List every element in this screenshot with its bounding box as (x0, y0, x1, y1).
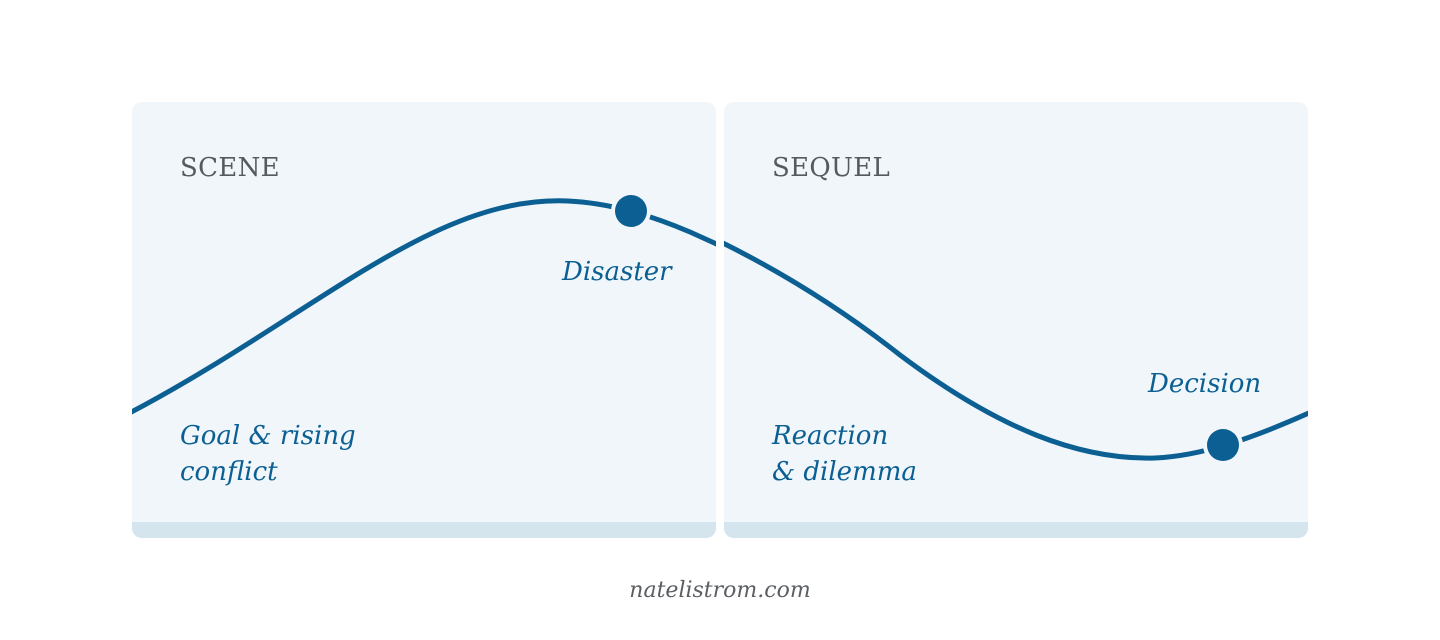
reaction-label-line1: Reaction (772, 421, 889, 451)
reaction-label-line2: & dilemma (772, 457, 917, 487)
scene-panel-base (132, 522, 716, 538)
scene-curve-line (132, 198, 716, 421)
footer-credit: natelistrom.com (629, 578, 811, 603)
sequel-panel (724, 102, 1308, 538)
decision-point (1207, 429, 1239, 461)
disaster-point (615, 195, 647, 227)
sequel-title: SEQUEL (772, 153, 891, 183)
goal-label-line2: conflict (180, 457, 278, 487)
decision-label: Decision (1148, 369, 1262, 399)
scene-title: SCENE (180, 153, 280, 183)
scene-panel (132, 102, 716, 538)
disaster-label: Disaster (562, 257, 672, 287)
goal-label-line1: Goal & rising (180, 421, 356, 451)
sequel-panel-base (724, 522, 1308, 538)
